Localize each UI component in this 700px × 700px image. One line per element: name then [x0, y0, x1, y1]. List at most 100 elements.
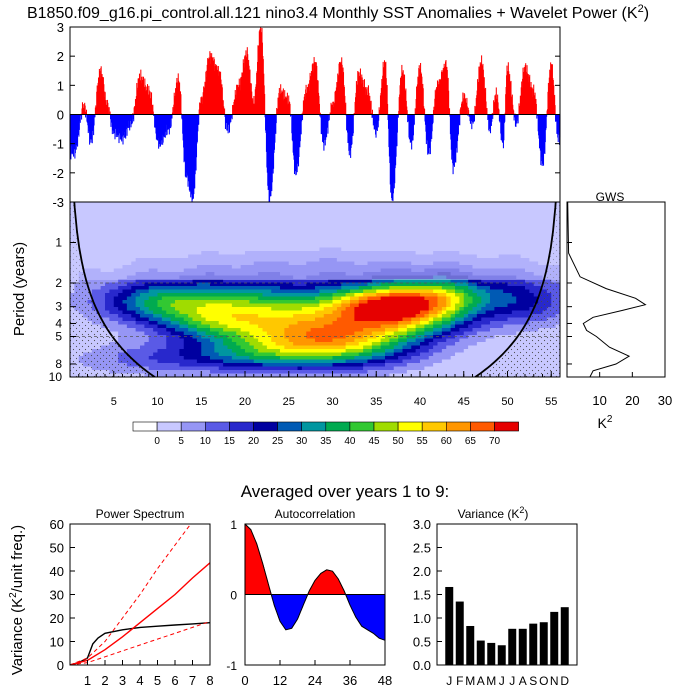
wavelet-cell [420, 293, 425, 297]
sst-anomaly-bar [171, 114, 173, 119]
wavelet-cell [109, 314, 115, 318]
sst-anomaly-bar [387, 103, 389, 115]
wavelet-cell [205, 314, 211, 318]
wavelet-cell [503, 289, 508, 294]
sst-anomaly-bar [198, 114, 200, 125]
wavelet-cell [371, 296, 377, 301]
wavelet-cell [376, 310, 382, 315]
wavelet-cell [516, 307, 522, 311]
wavelet-cell [371, 300, 377, 304]
wavelet-cell [319, 293, 325, 297]
wavelet-cell [485, 317, 491, 322]
sst-anomaly-bar [535, 103, 537, 115]
wavelet-cell [371, 293, 377, 297]
wavelet-cell [166, 317, 172, 322]
wavelet-cell [380, 317, 386, 322]
sst-anomaly-bar [485, 87, 487, 115]
wavelet-cell [525, 293, 530, 297]
wavelet-cell [253, 289, 259, 294]
wavelet-cell [118, 279, 123, 283]
wavelet-cell [433, 279, 438, 283]
wavelet-cell [450, 310, 456, 315]
wavelet-cell [385, 314, 390, 318]
wavelet-cell [481, 307, 487, 311]
wavelet-cell [122, 303, 128, 308]
wavelet-cell [148, 307, 154, 311]
wavelet-cell [275, 296, 281, 301]
wavelet-cell [201, 293, 207, 297]
wavelet-cell [402, 300, 408, 304]
wavelet-cell [319, 303, 325, 308]
wavelet-cell [262, 293, 268, 297]
wavelet-cell [214, 321, 220, 325]
sst-anomaly-bar [545, 114, 547, 129]
wavelet-cell [210, 310, 215, 315]
wavelet-cell [249, 310, 255, 315]
wavelet-cell [472, 307, 478, 311]
wavelet-cell [175, 307, 180, 311]
wavelet-cell [525, 282, 530, 287]
wavelet-cell [385, 293, 390, 297]
wavelet-cell [205, 296, 211, 301]
wavelet-cell [367, 317, 373, 322]
wavelet-cell [301, 279, 307, 283]
wavelet-cell [450, 293, 456, 297]
wavelet-cell [490, 289, 495, 294]
wavelet-cell [481, 317, 487, 322]
wavelet-cell [428, 317, 434, 322]
wavelet-cell [249, 317, 255, 322]
wavelet-cell [192, 289, 198, 294]
wavelet-cell [511, 286, 517, 290]
wavelet-cell [398, 282, 403, 287]
wavelet-cell [161, 303, 167, 308]
wavelet-cell [161, 321, 167, 325]
wavelet-cell [201, 314, 207, 318]
sst-anomaly-bar [180, 113, 182, 115]
wavelet-cell [153, 279, 158, 283]
wavelet-cell [280, 279, 285, 283]
wavelet-cell [144, 286, 150, 290]
wavelet-cell [336, 310, 342, 315]
wavelet-cell [463, 300, 469, 304]
wavelet-cell [363, 286, 368, 290]
wavelet-cell [122, 293, 128, 297]
wavelet-cell [441, 286, 447, 290]
wavelet-cell [341, 279, 347, 283]
wavelet-cell [446, 307, 452, 311]
wavelet-cell [109, 317, 115, 322]
sst-anomaly-bar [276, 107, 278, 115]
wavelet-cell [105, 314, 110, 318]
wavelet-cell [446, 317, 452, 322]
wavelet-cell [437, 286, 443, 290]
wavelet-cell [424, 317, 430, 322]
wavelet-cell [214, 289, 220, 294]
wavelet-cell [253, 307, 259, 311]
wavelet-cell [446, 300, 452, 304]
wavelet-cell [96, 307, 102, 311]
wavelet-cell [428, 310, 434, 315]
wavelet-cell [455, 310, 460, 315]
sst-anomaly-bar [378, 114, 380, 121]
wavelet-cell [393, 314, 399, 318]
wavelet-cell [157, 289, 163, 294]
wavelet-cell [301, 314, 307, 318]
wavelet-cell [183, 296, 189, 301]
wavelet-cell [201, 296, 207, 301]
wavelet-cell [398, 286, 403, 290]
wavelet-cell [148, 310, 154, 315]
wavelet-cell [118, 296, 123, 301]
wavelet-cell [367, 300, 373, 304]
wavelet-cell [157, 293, 163, 297]
wavelet-cell [380, 303, 386, 308]
wavelet-cell [468, 314, 473, 318]
wavelet-cell [468, 303, 473, 308]
wavelet-cell [258, 296, 263, 301]
wavelet-cell [240, 307, 246, 311]
sst-anomaly-bar [345, 102, 347, 115]
wavelet-cell [323, 317, 329, 322]
wavelet-cell [398, 300, 403, 304]
wavelet-cell [345, 300, 351, 304]
wavelet-cell [437, 303, 443, 308]
